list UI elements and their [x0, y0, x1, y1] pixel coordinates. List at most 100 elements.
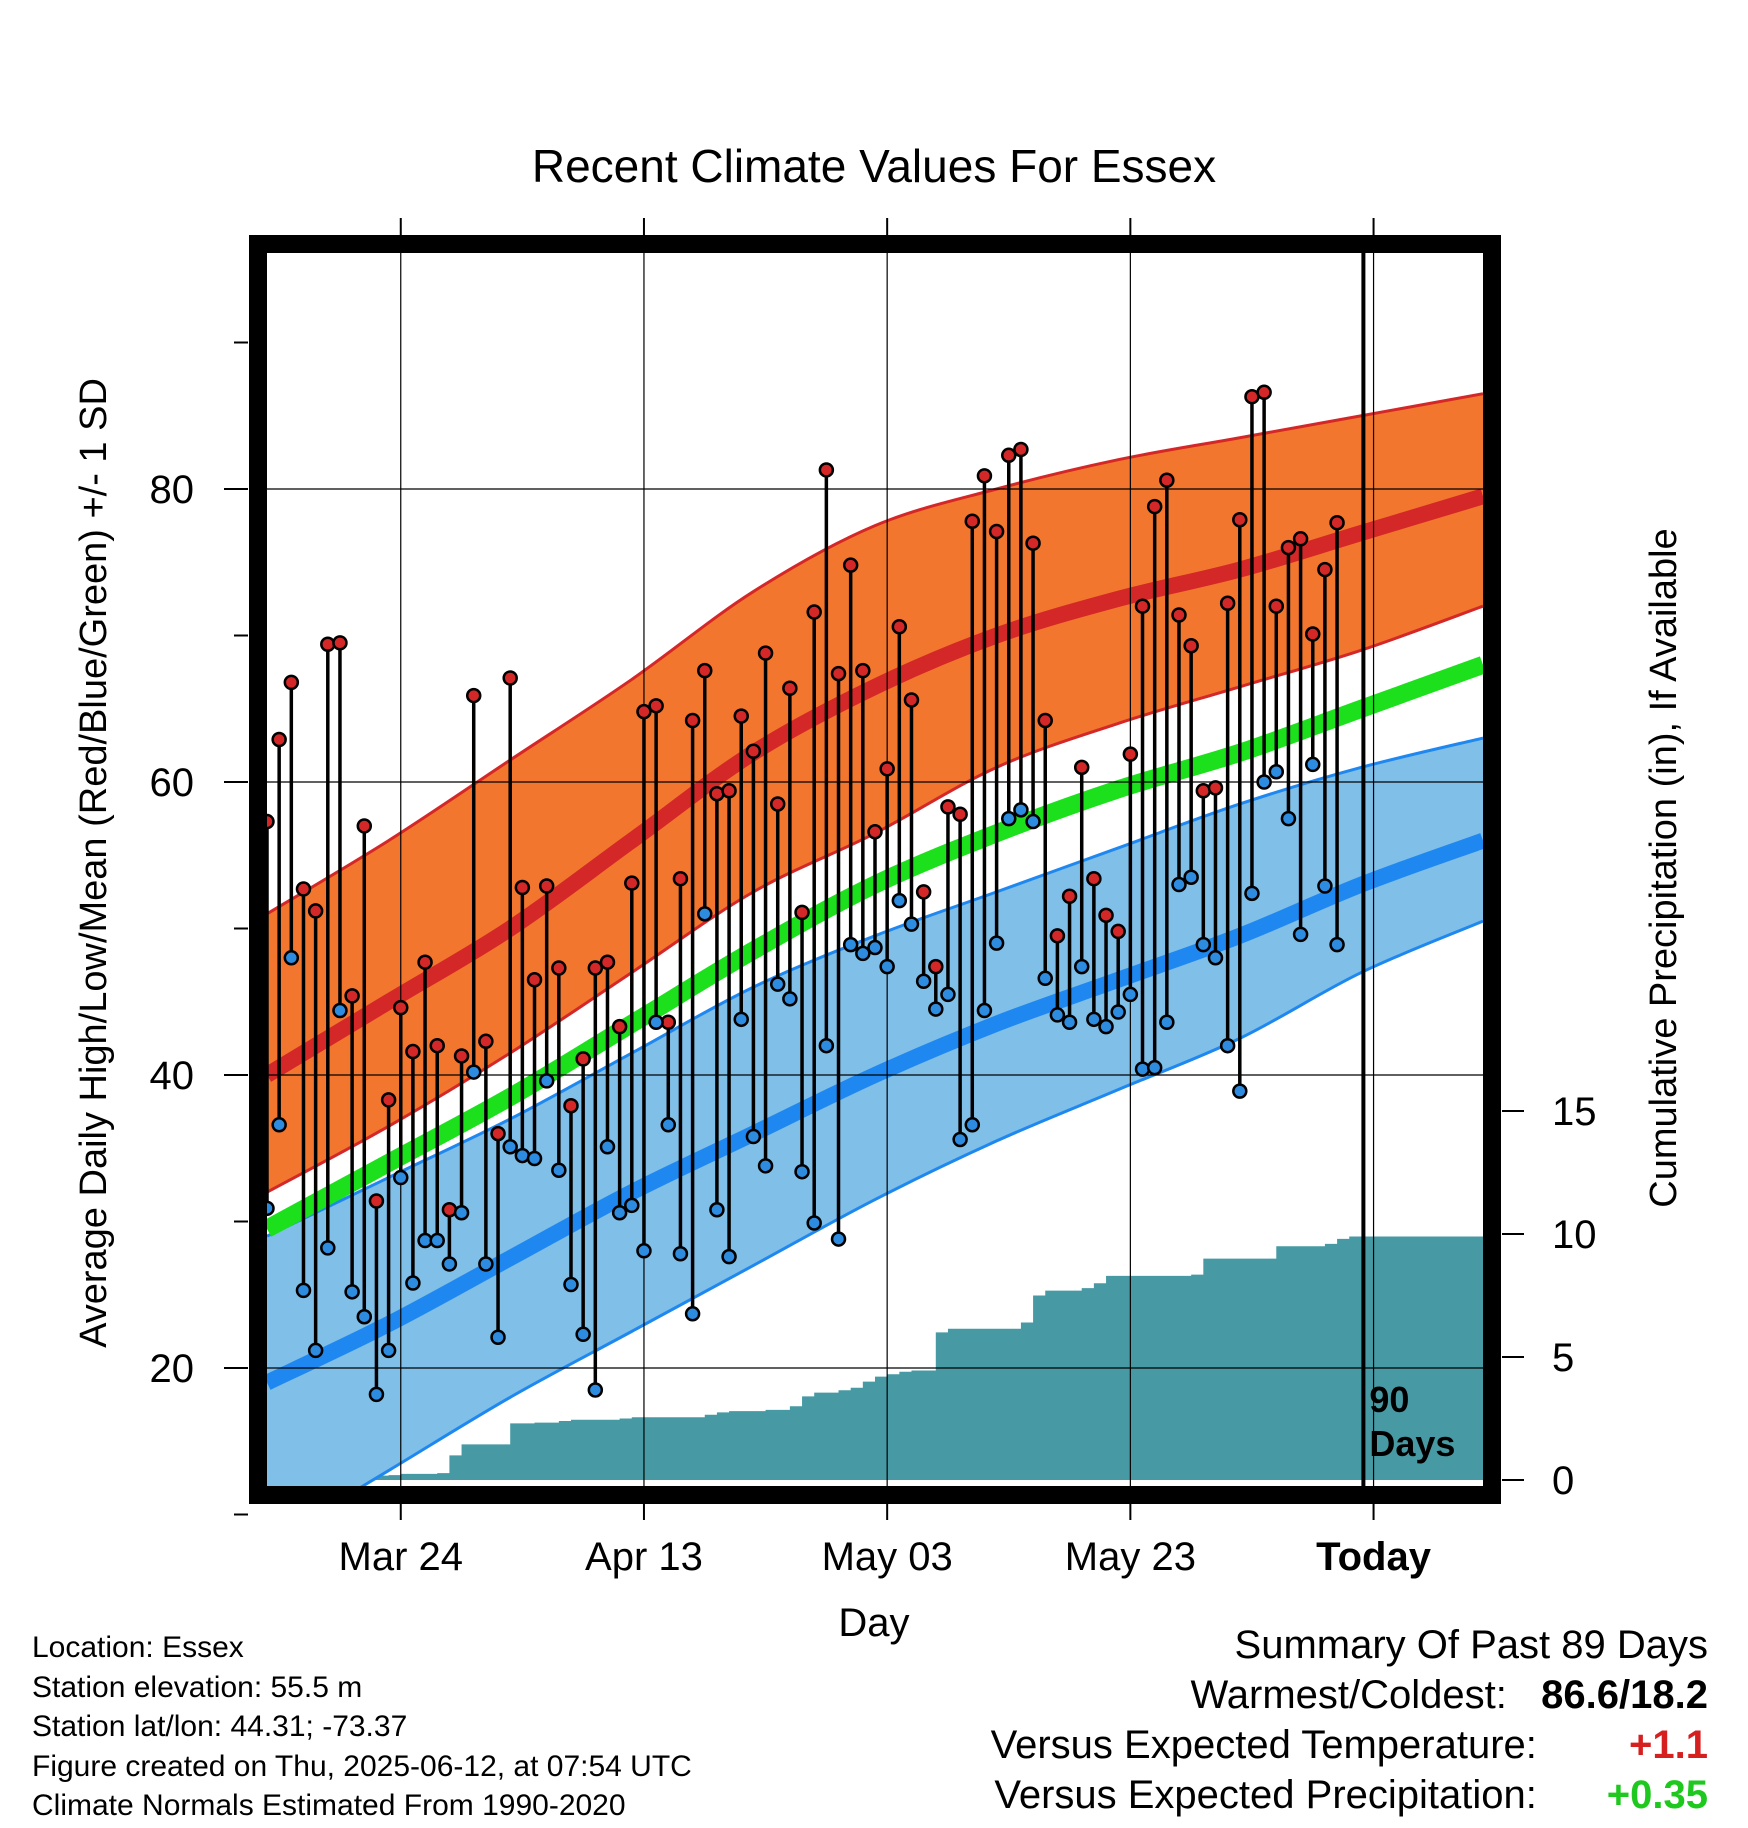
daily-high-point — [1013, 441, 1029, 458]
daily-high-point — [526, 972, 543, 988]
daily-low-point — [1025, 813, 1041, 830]
daily-low-point — [1086, 1011, 1102, 1028]
summary-panel: Summary Of Past 89 Days Warmest/Coldest:… — [991, 1620, 1708, 1820]
daily-low-point — [380, 1342, 397, 1359]
daily-low-point — [344, 1284, 360, 1300]
daily-low-point — [283, 950, 300, 966]
daily-low-point — [405, 1275, 421, 1291]
daily-high-point — [1098, 907, 1114, 924]
today-days-label: 90 — [1369, 1379, 1409, 1420]
daily-low-point — [794, 1163, 810, 1180]
daily-high-point — [976, 468, 993, 484]
daily-low-point — [867, 939, 883, 956]
daily-high-point — [267, 813, 275, 830]
daily-low-point — [587, 1382, 604, 1398]
y-axis-label-right: Cumulative Precipitation (in), If Availa… — [1643, 528, 1685, 1207]
daily-high-point — [563, 1098, 579, 1114]
daily-low-point — [611, 1204, 628, 1221]
summary-heading: Summary Of Past 89 Days — [1234, 1623, 1708, 1667]
daily-low-point — [1037, 970, 1053, 987]
daily-high-point — [648, 698, 664, 714]
x-axis-label: Day — [838, 1601, 909, 1645]
daily-high-point — [1317, 561, 1333, 578]
daily-high-point — [928, 958, 944, 975]
daily-high-point — [1146, 498, 1163, 515]
daily-low-point — [1049, 1007, 1066, 1023]
temp-value: +1.1 — [1629, 1723, 1708, 1767]
y-left-tick-label: 80 — [150, 468, 195, 512]
daily-high-point — [684, 712, 701, 729]
daily-high-point — [1232, 512, 1248, 528]
daily-high-point — [1061, 888, 1078, 905]
daily-low-point — [782, 991, 798, 1007]
daily-high-point — [393, 999, 409, 1016]
warmest-coldest-value: 86.6/18.2 — [1541, 1673, 1708, 1717]
daily-low-point — [733, 1011, 749, 1028]
daily-high-point — [271, 731, 287, 748]
daily-low-point — [830, 1231, 847, 1247]
daily-low-point — [478, 1256, 494, 1272]
daily-high-point — [879, 761, 895, 777]
daily-low-point — [697, 906, 713, 922]
daily-low-point — [915, 973, 932, 989]
daily-low-point — [842, 936, 859, 953]
daily-high-point — [915, 884, 932, 900]
daily-low-point — [271, 1117, 287, 1133]
daily-high-point — [721, 783, 737, 799]
station-info: Location: Essex Station elevation: 55.5 … — [32, 1628, 692, 1826]
daily-low-point — [952, 1131, 968, 1148]
chart-title: Recent Climate Values For Essex — [532, 140, 1216, 192]
daily-high-point — [1037, 712, 1053, 729]
daily-high-point — [1195, 783, 1212, 799]
daily-high-point — [1134, 598, 1151, 614]
daily-low-point — [806, 1215, 822, 1231]
x-tick-label: Mar 24 — [339, 1535, 464, 1579]
summary-precip: Versus Expected Precipitation: +0.35 — [991, 1770, 1708, 1820]
daily-low-point — [1268, 763, 1285, 780]
daily-low-point — [1292, 926, 1309, 943]
daily-high-point — [1256, 384, 1272, 401]
warmest-coldest-label: Warmest/Coldest: — [1190, 1673, 1507, 1717]
daily-low-point — [1110, 1004, 1126, 1020]
figure-created: Figure created on Thu, 2025-06-12, at 07… — [32, 1749, 692, 1783]
daily-low-point — [769, 976, 786, 992]
high-sd-band — [267, 393, 1483, 1193]
precip-label: Versus Expected Precipitation: — [994, 1773, 1537, 1817]
daily-high-point — [1183, 638, 1199, 654]
daily-high-point — [818, 462, 835, 478]
summary-warmest-coldest: Warmest/Coldest: 86.6/18.2 — [991, 1670, 1709, 1720]
daily-low-point — [1013, 802, 1029, 818]
daily-high-point — [867, 824, 883, 840]
precip-value: +0.35 — [1606, 1773, 1708, 1817]
low-sd-band — [267, 738, 1483, 1486]
daily-high-point — [1073, 759, 1090, 776]
daily-low-point — [660, 1117, 677, 1133]
daily-high-point — [514, 879, 531, 896]
daily-low-point — [624, 1197, 640, 1214]
daily-low-point — [1256, 774, 1272, 790]
daily-high-point — [952, 806, 968, 822]
daily-low-point — [368, 1386, 385, 1403]
daily-low-point — [429, 1232, 445, 1249]
daily-low-point — [538, 1073, 555, 1089]
daily-high-point — [769, 796, 786, 812]
y-right-tick-label: 0 — [1552, 1459, 1574, 1503]
station-latlon: Station lat/lon: 44.31; -73.37 — [32, 1710, 408, 1743]
daily-high-point — [332, 635, 348, 651]
daily-low-point — [1159, 1014, 1175, 1031]
temp-label: Versus Expected Temperature: — [990, 1723, 1537, 1767]
daily-low-point — [988, 935, 1005, 951]
daily-low-point — [1280, 810, 1297, 827]
daily-low-point — [1244, 885, 1260, 902]
daily-low-point — [1073, 958, 1090, 975]
high-sd-upper-line — [267, 392, 1483, 916]
daily-low-point — [599, 1139, 616, 1155]
daily-high-point — [940, 799, 956, 815]
daily-high-point — [490, 1125, 506, 1142]
daily-high-point — [1086, 870, 1102, 887]
daily-low-point — [551, 1162, 567, 1178]
daily-high-point — [283, 674, 300, 691]
daily-low-point — [1232, 1083, 1248, 1099]
daily-low-point — [745, 1128, 762, 1145]
